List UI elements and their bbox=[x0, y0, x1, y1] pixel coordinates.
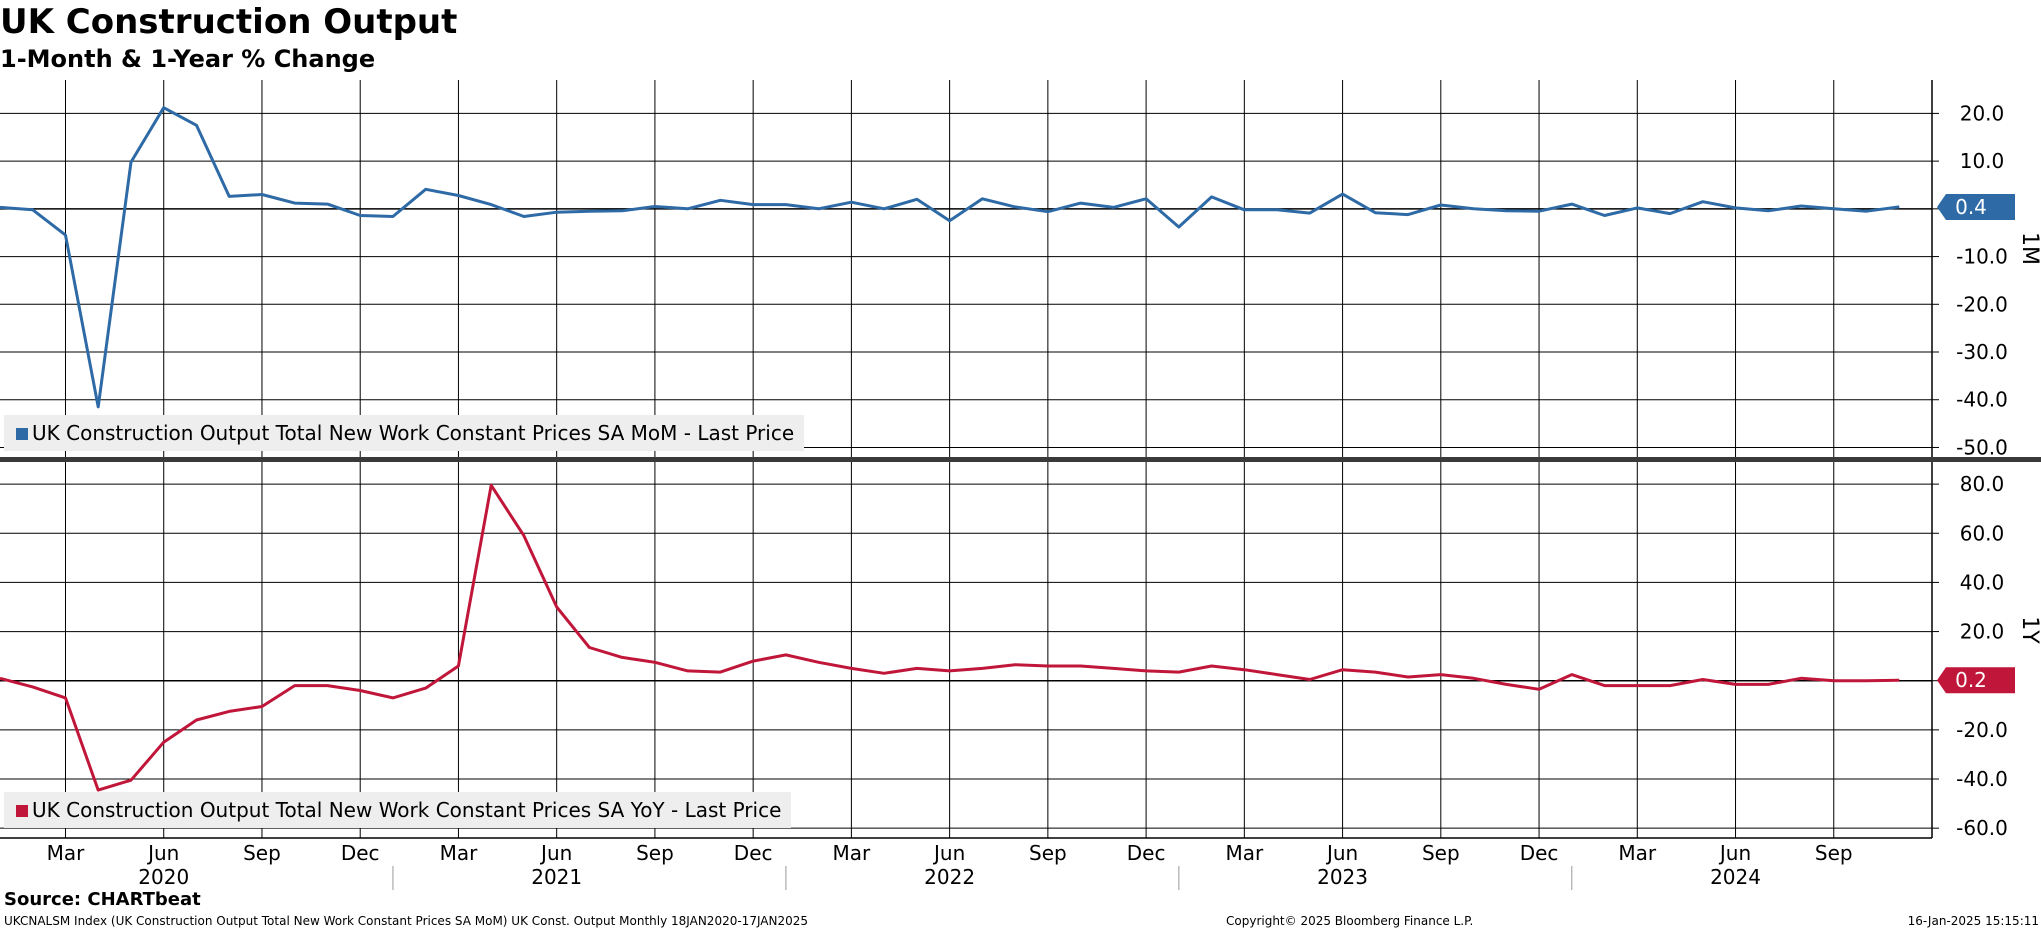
xtick-month-label-4: Mar bbox=[440, 841, 479, 865]
xtick-month-label-15: Dec bbox=[1520, 841, 1559, 865]
xtick-year-label-1: 2021 bbox=[531, 865, 582, 889]
last-value-label-mom: 0.4 bbox=[1955, 195, 1987, 219]
ytick-label-yoy-2: 40.0 bbox=[1960, 570, 2005, 594]
mom-panel: 20.0 10.0 -10.0 -20.0 -30.0 -40.0 -50.0 0.4 1M bbox=[0, 80, 2041, 459]
ytick-label-mom-6: -40.0 bbox=[1956, 388, 2008, 412]
xtick-month-label-16: Mar bbox=[1618, 841, 1657, 865]
x-axis: Mar Jun Sep Dec Mar Jun Sep Dec Mar Jun Sep Dec Mar J… bbox=[47, 841, 1853, 890]
ytick-label-mom-4: -20.0 bbox=[1956, 292, 2008, 316]
legend-swatch-mom-icon bbox=[16, 428, 28, 440]
chart-title: UK Construction Output bbox=[0, 2, 458, 42]
xtick-month-label-10: Sep bbox=[1029, 841, 1067, 865]
footer-copyright: Copyright© 2025 Bloomberg Finance L.P. bbox=[1226, 914, 1474, 928]
xtick-year-label-2: 2022 bbox=[924, 865, 975, 889]
ytick-label-mom-0: 20.0 bbox=[1960, 101, 2005, 125]
ytick-label-yoy-1: 60.0 bbox=[1960, 521, 2005, 545]
xtick-month-label-0: Mar bbox=[47, 841, 86, 865]
xtick-month-label-9: Jun bbox=[932, 841, 965, 865]
xtick-year-label-3: 2023 bbox=[1317, 865, 1368, 889]
xtick-month-label-5: Jun bbox=[539, 841, 572, 865]
ytick-label-mom-3: -10.0 bbox=[1956, 245, 2008, 269]
xtick-month-label-13: Jun bbox=[1325, 841, 1358, 865]
ytick-label-yoy-0: 80.0 bbox=[1960, 472, 2005, 496]
xtick-year-label-4: 2024 bbox=[1710, 865, 1761, 889]
xtick-month-label-8: Mar bbox=[833, 841, 872, 865]
legend-label-yoy: UK Construction Output Total New Work Co… bbox=[32, 798, 782, 822]
xtick-month-label-11: Dec bbox=[1127, 841, 1166, 865]
panel-label-yoy: 1Y bbox=[2017, 616, 2041, 644]
source-note: Source: CHARTbeat bbox=[4, 889, 201, 910]
legend-yoy: UK Construction Output Total New Work Co… bbox=[4, 792, 792, 828]
chart-subtitle: 1-Month & 1-Year % Change bbox=[0, 45, 376, 73]
series-line-mom bbox=[0, 106, 1900, 409]
legend-label-mom: UK Construction Output Total New Work Co… bbox=[32, 421, 795, 445]
xtick-month-label-2: Sep bbox=[243, 841, 281, 865]
series-line-yoy bbox=[0, 483, 1900, 792]
xtick-month-label-17: Jun bbox=[1718, 841, 1751, 865]
last-value-label-yoy: 0.2 bbox=[1955, 668, 1987, 692]
ytick-label-mom-7: -50.0 bbox=[1956, 435, 2008, 459]
ytick-label-mom-5: -30.0 bbox=[1956, 340, 2008, 364]
xtick-month-label-12: Mar bbox=[1225, 841, 1264, 865]
ytick-label-yoy-6: -40.0 bbox=[1956, 767, 2008, 791]
xtick-month-label-18: Sep bbox=[1815, 841, 1853, 865]
xtick-month-label-1: Jun bbox=[146, 841, 179, 865]
footer-description: UKCNALSM Index (UK Construction Output T… bbox=[4, 914, 808, 928]
legend-mom: UK Construction Output Total New Work Co… bbox=[4, 415, 805, 451]
xtick-month-label-7: Dec bbox=[734, 841, 773, 865]
footer-timestamp: 16-Jan-2025 15:15:11 bbox=[1907, 914, 2039, 928]
last-value-tag-mom bbox=[1937, 193, 2015, 220]
ytick-label-yoy-5: -20.0 bbox=[1956, 718, 2008, 742]
xtick-month-label-14: Sep bbox=[1422, 841, 1460, 865]
xtick-month-label-3: Dec bbox=[341, 841, 380, 865]
ytick-label-yoy-3: 20.0 bbox=[1960, 620, 2005, 644]
ytick-label-yoy-7: -60.0 bbox=[1956, 816, 2008, 840]
ytick-label-mom-1: 10.0 bbox=[1960, 149, 2005, 173]
last-value-tag-yoy bbox=[1937, 667, 2015, 694]
yoy-panel: 80.0 60.0 40.0 20.0 -20.0 -40.0 -60.0 0.2 1Y bbox=[0, 462, 2041, 840]
panel-label-mom: 1M bbox=[2017, 232, 2041, 265]
panel-separator bbox=[0, 457, 2041, 462]
legend-swatch-yoy-icon bbox=[16, 805, 28, 817]
xtick-month-label-6: Sep bbox=[636, 841, 674, 865]
xtick-year-label-0: 2020 bbox=[138, 865, 189, 889]
